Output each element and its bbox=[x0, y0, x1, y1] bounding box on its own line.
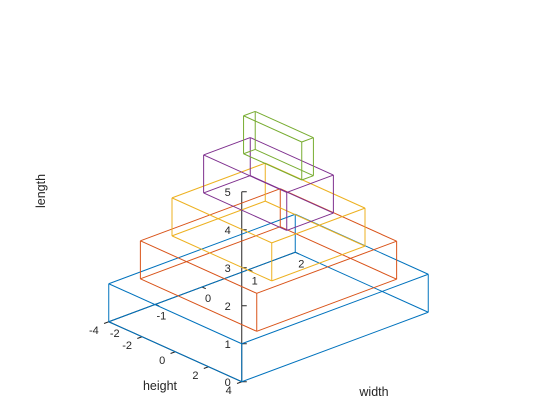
box-edge bbox=[280, 226, 397, 280]
box-edge bbox=[271, 207, 366, 244]
boxes-layer bbox=[108, 110, 429, 383]
box-edge bbox=[295, 251, 429, 313]
box-edge bbox=[286, 212, 334, 231]
box-edge bbox=[271, 245, 366, 282]
box-edge bbox=[171, 235, 272, 282]
box-edge bbox=[256, 240, 397, 294]
box-edge bbox=[255, 110, 314, 139]
box-edge bbox=[203, 192, 287, 231]
box-edge bbox=[255, 148, 314, 177]
x-tick-label: -1 bbox=[156, 310, 166, 322]
box-edge bbox=[108, 283, 242, 345]
y-tick bbox=[203, 366, 209, 369]
z-tick-label: 5 bbox=[225, 187, 231, 199]
y-tick bbox=[170, 351, 176, 354]
x-tick-label: 2 bbox=[298, 258, 304, 270]
box-4 bbox=[203, 137, 334, 231]
box-edge bbox=[250, 137, 334, 176]
box-edge bbox=[243, 115, 302, 143]
x-tick-label: 1 bbox=[252, 276, 258, 288]
z-tick-label: 1 bbox=[225, 339, 231, 351]
z-tick-label: 4 bbox=[225, 225, 231, 237]
box-edge bbox=[140, 278, 257, 332]
box-edge bbox=[171, 162, 266, 199]
y-tick-label: 4 bbox=[226, 385, 232, 397]
box-edge bbox=[301, 137, 314, 143]
y-tick-label: 0 bbox=[159, 355, 165, 367]
box-edge bbox=[140, 240, 257, 294]
box-edge bbox=[301, 175, 314, 181]
box-edge bbox=[241, 273, 429, 345]
box-edge bbox=[243, 153, 302, 181]
box-2 bbox=[139, 188, 398, 332]
box-edge bbox=[256, 278, 397, 332]
y-tick bbox=[103, 321, 109, 324]
box-edge bbox=[241, 311, 429, 383]
box-edge bbox=[203, 137, 251, 156]
box-5 bbox=[243, 110, 314, 181]
x-tick-label: -2 bbox=[110, 328, 120, 340]
box-edge bbox=[286, 174, 334, 193]
labels-layer: width height length bbox=[34, 174, 389, 399]
y-tick-label: -4 bbox=[89, 325, 99, 337]
box-1 bbox=[108, 213, 429, 383]
box-edge bbox=[203, 154, 287, 193]
box-edge bbox=[108, 321, 242, 383]
box-edge bbox=[171, 197, 272, 244]
y-tick bbox=[137, 336, 143, 339]
x-axis-label: width bbox=[358, 385, 388, 399]
y-axis-label: height bbox=[143, 379, 178, 393]
box-edge bbox=[265, 200, 366, 247]
box-edge bbox=[243, 110, 256, 117]
y-tick-label: -2 bbox=[122, 340, 132, 352]
y-tick bbox=[236, 381, 242, 384]
z-tick-label: 2 bbox=[225, 301, 231, 313]
box-edge bbox=[108, 251, 296, 323]
z-tick-label: 3 bbox=[225, 263, 231, 275]
z-axis-label: length bbox=[34, 174, 48, 208]
z-tick-label: 0 bbox=[225, 377, 231, 389]
box-edge bbox=[243, 148, 256, 155]
y-tick-label: 2 bbox=[192, 370, 198, 382]
x-tick-label: 0 bbox=[205, 293, 211, 305]
box-edge bbox=[203, 175, 251, 194]
